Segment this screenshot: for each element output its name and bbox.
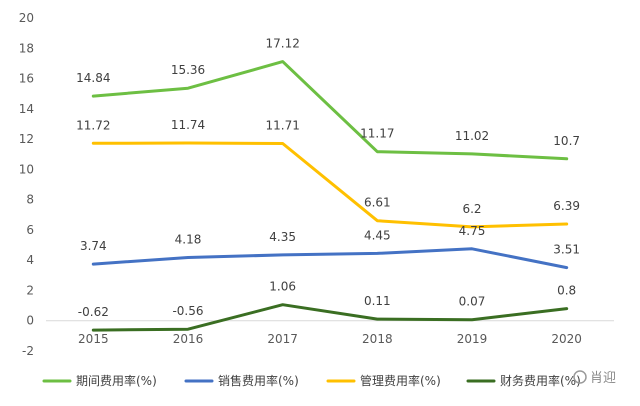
data-label: -0.56 [172,304,203,318]
legend: 期间费用率(%) 销售费用率(%) 管理费用率(%) 财务费用率(%) [42,373,581,388]
data-label: 4.75 [459,224,486,238]
data-label: 3.51 [553,243,580,257]
x-tick-label: 2017 [267,332,298,346]
y-tick-label: 4 [26,253,34,267]
y-tick-label: 0 [26,314,34,328]
x-axis: 2015 2016 2017 2018 2019 2020 [46,320,614,346]
x-tick-label: 2015 [78,332,109,346]
data-label: 4.18 [175,232,202,246]
series-line-4 [91,303,569,332]
y-tick-label: -2 [22,344,34,358]
y-tick-label: 20 [19,11,34,25]
x-tick-label: 2019 [457,332,488,346]
y-tick-label: 12 [19,132,34,146]
data-label: 3.74 [80,239,107,253]
data-label: 6.2 [462,202,481,216]
data-label: 10.7 [553,134,580,148]
legend-label: 管理费用率(%) [360,373,441,388]
watermark: 肖迎 [573,370,616,386]
series-layer [91,60,569,332]
y-tick-label: 8 [26,193,34,207]
data-label: 0.8 [557,284,576,298]
legend-item: 期间费用率(%) [42,373,157,388]
y-axis: -2 0 2 4 6 8 10 12 14 16 18 20 [19,11,34,358]
data-label: 11.74 [171,118,205,132]
y-tick-label: 18 [19,41,34,55]
legend-label: 销售费用率(%) [218,373,299,388]
data-label: -0.62 [78,305,109,319]
x-tick-label: 2018 [362,332,393,346]
data-label: 15.36 [171,63,205,77]
x-tick-label: 2020 [551,332,582,346]
data-label: 4.35 [269,230,296,244]
y-tick-label: 14 [19,102,34,116]
data-label: 1.06 [269,280,296,294]
watermark-icon [573,370,587,384]
data-label: 6.39 [553,199,580,213]
data-label-layer: 14.84 15.36 17.12 11.17 11.02 10.7 3.74 4.18 4.3… [76,37,580,320]
data-label: 4.45 [364,228,391,242]
y-tick-label: 16 [19,72,34,86]
series-line-1 [91,60,569,161]
data-label: 17.12 [265,37,299,51]
data-label: 14.84 [76,71,110,85]
data-label: 11.02 [455,129,489,143]
data-label: 11.72 [76,118,110,132]
data-label: 11.17 [360,127,394,141]
legend-item: 销售费用率(%) [184,373,299,388]
data-label: 6.61 [364,196,391,210]
y-tick-label: 2 [26,283,34,297]
legend-item: 管理费用率(%) [326,373,441,388]
data-label: 11.71 [265,118,299,132]
y-tick-label: 6 [26,223,34,237]
series-line-2 [91,247,569,270]
legend-item: 财务费用率(%) [466,373,581,388]
data-label: 0.11 [364,294,391,308]
series-line-3 [91,141,569,229]
y-tick-label: 10 [19,162,34,176]
x-tick-label: 2016 [173,332,204,346]
legend-label: 财务费用率(%) [500,373,581,388]
data-label: 0.07 [459,295,486,309]
legend-label: 期间费用率(%) [76,373,157,388]
watermark-text: 肖迎 [590,371,616,386]
